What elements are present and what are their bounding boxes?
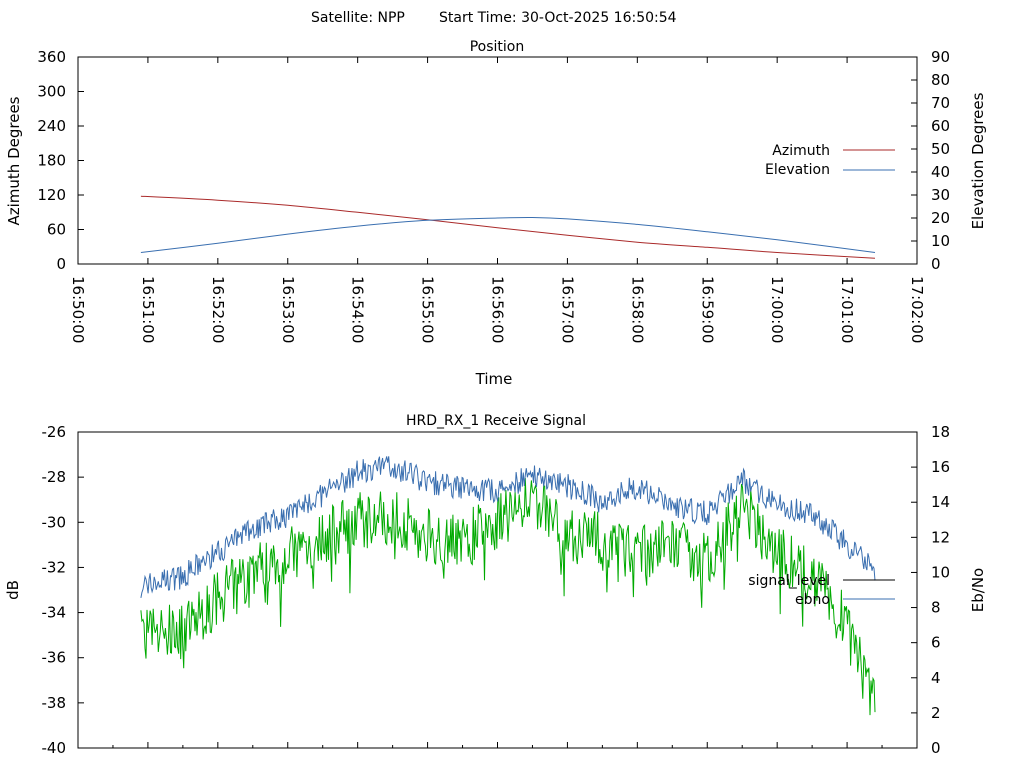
signal-ylabel: dB	[4, 580, 22, 600]
signal-right-tick-label: 0	[931, 739, 941, 757]
signal-right-tick-label: 16	[931, 458, 950, 476]
position-time-tick-label: 16:59:00	[698, 276, 716, 343]
signal-left-tick-label: -36	[42, 649, 67, 667]
position-right-tick-label: 90	[931, 48, 950, 66]
position-time-axis: 16:50:00 16:51:00 16:52:00 16:53:00 16:54:00…	[69, 57, 926, 343]
signal-y2label: Eb/No	[969, 568, 987, 612]
position-y2label: Elevation Degrees	[969, 92, 987, 229]
position-time-tick-label: 16:53:00	[279, 276, 297, 343]
position-left-tick-label: 0	[56, 255, 66, 273]
position-time-tick-label: 16:52:00	[209, 276, 227, 343]
signal-chart: HRD_RX_1 Receive Signal -26-28-30-32-34-…	[4, 413, 987, 757]
legend-signal-level-label: signal_level	[748, 573, 830, 589]
signal-right-tick-label: 4	[931, 669, 941, 687]
position-plot-frame	[77, 56, 918, 265]
signal-left-tick-label: -40	[42, 739, 67, 757]
position-right-tick-label: 70	[931, 94, 950, 112]
position-time-tick-label: 17:00:00	[768, 276, 786, 343]
signal-left-tick-label: -30	[42, 513, 67, 531]
start-time-label: Start Time: 30-Oct-2025 16:50:54	[439, 10, 677, 26]
signal-right-tick-label: 8	[931, 599, 941, 617]
position-time-tick-label: 16:58:00	[628, 276, 646, 343]
position-time-tick-label: 17:01:00	[838, 276, 856, 343]
position-chart: Position 0 60 120 180 240 300 360 0 10 20 30 40 50 6…	[5, 39, 987, 388]
ebno-trace	[140, 477, 876, 716]
signal-right-axis: 0 2 4 6 8 10 12 14 16 18	[911, 423, 950, 757]
signal-level-trace	[140, 456, 876, 598]
signal-plot-frame	[77, 431, 918, 749]
position-right-axis: 0 10 20 30 40 50 60 70 80 90	[911, 48, 950, 273]
elevation-line	[140, 216, 876, 253]
azimuth-line	[140, 195, 876, 259]
signal-left-tick-label: -32	[42, 558, 67, 576]
position-left-tick-label: 240	[37, 117, 66, 135]
position-xlabel: Time	[475, 370, 513, 388]
position-right-tick-label: 40	[931, 163, 950, 181]
position-left-tick-label: 120	[37, 186, 66, 204]
signal-left-tick-label: -26	[42, 423, 67, 441]
signal-right-tick-label: 10	[931, 563, 950, 581]
signal-right-tick-label: 2	[931, 704, 941, 722]
legend-ebno-label: ebno	[795, 592, 830, 608]
position-right-tick-label: 0	[931, 255, 941, 273]
signal-title: HRD_RX_1 Receive Signal	[406, 413, 586, 429]
position-left-tick-label: 360	[37, 48, 66, 66]
position-time-tick-label: 17:02:00	[908, 276, 926, 343]
position-time-tick-label: 16:56:00	[489, 276, 507, 343]
signal-right-tick-label: 12	[931, 528, 950, 546]
position-right-tick-label: 30	[931, 186, 950, 204]
position-time-tick-label: 16:54:00	[349, 276, 367, 343]
position-time-tick-label: 16:55:00	[419, 276, 437, 343]
position-left-tick-label: 60	[47, 221, 66, 239]
legend-azimuth-label: Azimuth	[772, 143, 830, 159]
position-right-tick-label: 50	[931, 140, 950, 158]
position-left-tick-label: 300	[37, 83, 66, 101]
signal-left-tick-label: -38	[42, 694, 67, 712]
legend-elevation-label: Elevation	[765, 162, 830, 178]
signal-time-ticks	[77, 742, 918, 748]
signal-lines	[140, 456, 876, 716]
position-right-tick-label: 60	[931, 117, 950, 135]
position-title: Position	[470, 39, 525, 55]
signal-left-axis: -26 -28 -30 -32 -34 -36 -38 -40	[42, 423, 84, 757]
signal-left-tick-label: -34	[42, 604, 67, 622]
position-right-tick-label: 10	[931, 232, 950, 250]
signal-left-tick-label: -28	[42, 468, 67, 486]
signal-right-tick-label: 14	[931, 493, 950, 511]
position-right-tick-label: 80	[931, 71, 950, 89]
position-right-tick-label: 20	[931, 209, 950, 227]
position-lines	[140, 195, 876, 259]
position-left-axis: 0 60 120 180 240 300 360	[37, 48, 84, 273]
position-left-tick-label: 180	[37, 152, 66, 170]
position-time-tick-label: 16:50:00	[69, 276, 87, 343]
satellite-label: Satellite: NPP	[311, 10, 405, 26]
signal-right-tick-label: 18	[931, 423, 950, 441]
signal-right-tick-label: 6	[931, 634, 941, 652]
position-time-tick-label: 16:57:00	[558, 276, 576, 343]
position-time-tick-label: 16:51:00	[139, 276, 157, 343]
position-ylabel: Azimuth Degrees	[5, 96, 23, 225]
